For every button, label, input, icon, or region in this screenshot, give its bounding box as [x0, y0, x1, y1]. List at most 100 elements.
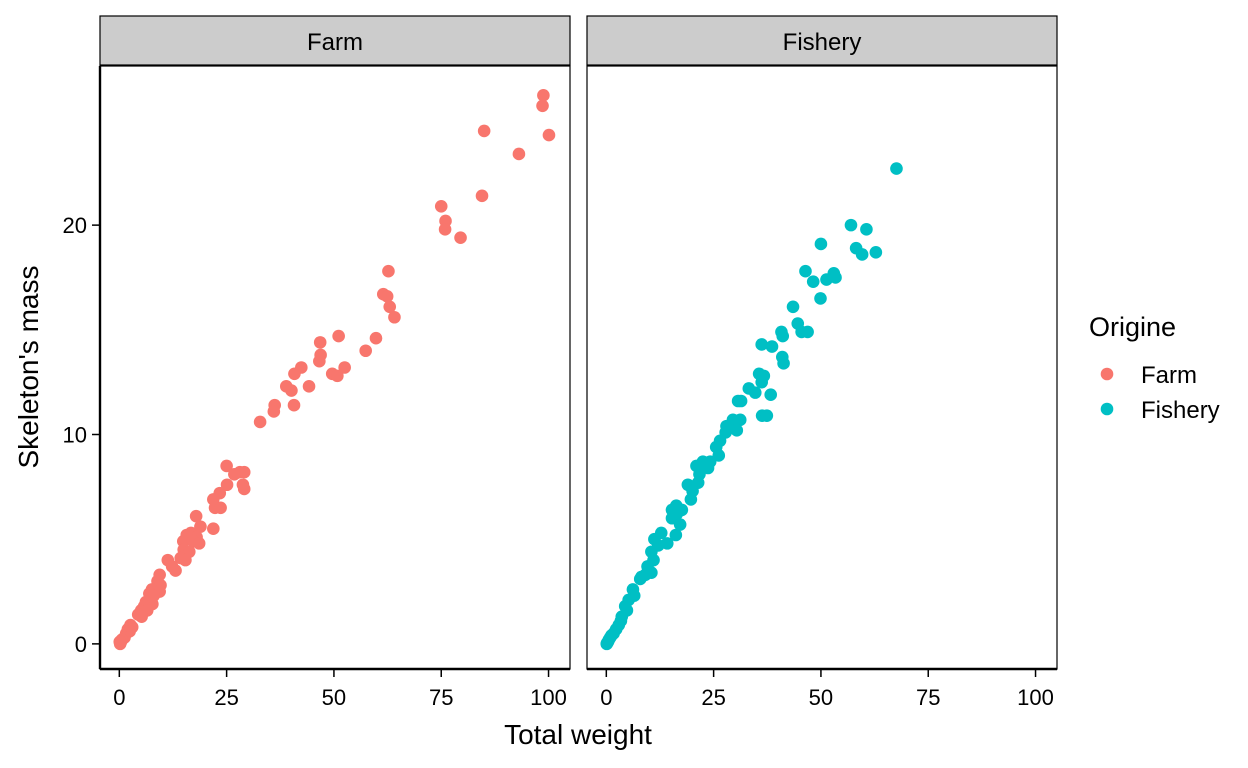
data-point: [253, 415, 267, 429]
data-point: [684, 493, 698, 506]
data-point: [189, 509, 203, 523]
data-point: [380, 290, 394, 303]
data-point: [438, 223, 452, 236]
data-point: [475, 189, 489, 203]
data-point: [869, 246, 883, 259]
x-tick-label: 50: [809, 685, 833, 710]
data-point: [855, 248, 869, 261]
facet-strip-label-1: Fishery: [783, 29, 862, 56]
facet-panel-1: Fishery 0 25 50 75 100: [586, 15, 1058, 710]
facet-panel-0: Farm 0 25 50 75 100 0 10 20: [63, 15, 571, 710]
data-point: [179, 553, 192, 567]
data-point: [207, 522, 220, 536]
data-point: [332, 329, 345, 343]
legend-key-1: [1100, 402, 1114, 416]
data-point: [220, 459, 233, 473]
data-point: [755, 338, 768, 351]
x-tick-label: 25: [701, 685, 725, 710]
data-point: [228, 467, 241, 481]
data-point: [801, 325, 814, 339]
legend: Origine Farm Fishery: [1089, 312, 1220, 424]
x-tick-label: 75: [916, 685, 940, 710]
data-point: [733, 413, 747, 427]
data-point: [806, 275, 820, 288]
x-tick-label: 0: [113, 685, 125, 710]
data-point: [477, 124, 491, 138]
data-point: [169, 564, 182, 577]
data-point: [267, 405, 281, 418]
data-point: [302, 380, 316, 393]
legend-key-0: [1100, 367, 1114, 381]
x-tick-label: 100: [530, 685, 567, 710]
data-point: [814, 237, 828, 251]
legend-label-1: Fishery: [1141, 397, 1220, 424]
x-tick-label: 25: [214, 685, 238, 710]
data-point: [383, 300, 397, 314]
data-point: [512, 147, 526, 161]
data-point: [434, 199, 448, 213]
data-point: [633, 572, 647, 586]
legend-label-0: Farm: [1141, 362, 1197, 389]
data-point: [313, 336, 327, 349]
data-point: [220, 478, 234, 492]
data-point: [730, 424, 744, 437]
data-point: [776, 329, 790, 343]
x-axis-title: Total weight: [504, 719, 652, 750]
x-tick-label: 50: [322, 685, 346, 710]
y-axis-title: Skeleton's mass: [13, 266, 44, 469]
data-point: [760, 409, 774, 422]
x-tick-label: 0: [600, 685, 612, 710]
data-point: [237, 482, 251, 496]
y-tick-label: 10: [63, 423, 87, 448]
y-tick-label: 0: [75, 632, 87, 657]
data-point: [890, 162, 903, 175]
data-point: [285, 384, 298, 397]
data-point: [382, 264, 395, 278]
data-point: [287, 398, 301, 412]
panel-border-1: [586, 65, 1058, 670]
facet-strip-0: [99, 15, 571, 66]
data-point: [214, 501, 227, 515]
data-point: [734, 394, 748, 408]
data-point: [135, 610, 148, 623]
data-point: [536, 99, 549, 113]
data-point: [537, 89, 550, 102]
legend-title: Origine: [1089, 312, 1176, 342]
data-point: [313, 354, 326, 368]
data-point: [764, 388, 778, 402]
data-point: [814, 292, 827, 305]
data-point: [192, 537, 206, 550]
data-point: [369, 331, 383, 345]
facet-strip-1: [586, 15, 1058, 66]
data-point: [237, 465, 251, 479]
data-point: [799, 264, 812, 278]
data-point: [288, 367, 301, 381]
data-point: [542, 128, 556, 142]
data-point: [786, 300, 800, 314]
y-tick-label: 20: [63, 213, 87, 238]
data-point: [755, 375, 768, 389]
data-point: [359, 344, 372, 358]
data-point: [669, 528, 683, 542]
panels-layer: Farm 0 25 50 75 100 0 10 20 Fishery 0 25 50 75 100: [63, 15, 1058, 710]
data-point: [331, 369, 344, 383]
data-point: [748, 386, 762, 399]
data-point: [765, 340, 779, 353]
data-point: [454, 231, 467, 244]
data-point: [673, 518, 687, 531]
data-point: [338, 361, 351, 374]
data-point: [844, 218, 858, 232]
data-point: [194, 520, 207, 533]
x-tick-label: 100: [1017, 685, 1054, 710]
panel-border-0: [99, 65, 571, 670]
x-tick-label: 75: [429, 685, 453, 710]
data-point: [600, 637, 614, 651]
data-point: [388, 310, 401, 324]
data-point: [820, 273, 833, 286]
facet-strip-label-0: Farm: [307, 29, 363, 56]
data-point: [860, 223, 873, 236]
data-point: [113, 635, 127, 649]
legend-entries: Farm Fishery: [1100, 362, 1220, 424]
data-point: [777, 357, 790, 370]
